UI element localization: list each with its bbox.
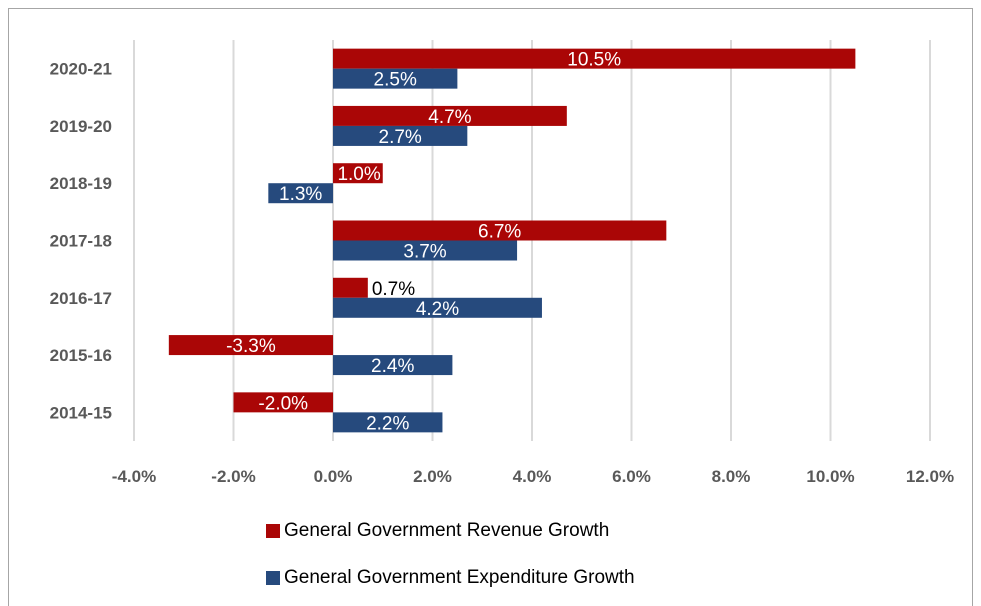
data-label: 4.2% — [416, 299, 459, 320]
data-label: 2.4% — [371, 356, 414, 377]
legend-item-expenditure: General Government Expenditure Growth — [266, 567, 635, 589]
data-label: 2.5% — [374, 70, 417, 91]
bar-revenue — [333, 163, 383, 184]
x-tick-label: 12.0% — [906, 467, 954, 486]
data-label: -3.3% — [226, 336, 276, 357]
legend-swatch-revenue — [266, 524, 280, 538]
data-label: 1.0% — [337, 164, 380, 185]
category-label: 2020-21 — [50, 60, 112, 79]
bar-revenue — [333, 277, 368, 298]
x-tick-label: 8.0% — [712, 467, 751, 486]
bar-expenditure — [333, 68, 458, 89]
category-label: 2018-19 — [50, 174, 112, 193]
category-label: 2014-15 — [50, 403, 112, 422]
bar-revenue — [168, 335, 333, 356]
data-label: 1.3% — [279, 184, 322, 205]
x-tick-label: -4.0% — [112, 467, 156, 486]
bar-expenditure — [333, 355, 453, 376]
data-label: -2.0% — [258, 393, 308, 414]
data-label: 6.7% — [478, 222, 521, 243]
data-label: 4.7% — [428, 107, 471, 128]
data-label: 3.7% — [403, 242, 446, 263]
legend-item-revenue: General Government Revenue Growth — [266, 520, 609, 542]
bar-expenditure — [333, 240, 518, 261]
data-label: 2.2% — [366, 413, 409, 434]
legend-label-revenue: General Government Revenue Growth — [284, 520, 610, 541]
category-label: 2017-18 — [50, 232, 112, 251]
bar-expenditure — [333, 297, 542, 318]
bar-revenue — [333, 220, 667, 241]
legend-label-expenditure: General Government Expenditure Growth — [284, 567, 635, 588]
category-label: 2015-16 — [50, 346, 112, 365]
legend-swatch-expenditure — [266, 571, 280, 585]
data-label: 0.7% — [372, 279, 415, 300]
category-label: 2019-20 — [50, 117, 112, 136]
x-tick-label: 2.0% — [413, 467, 452, 486]
data-label: 10.5% — [567, 50, 621, 71]
x-tick-label: 4.0% — [513, 467, 552, 486]
bar-expenditure — [333, 125, 468, 146]
x-tick-label: 6.0% — [612, 467, 651, 486]
data-label: 2.7% — [379, 127, 422, 148]
bar-revenue — [333, 48, 856, 69]
bar-expenditure — [268, 183, 333, 204]
x-tick-label: -2.0% — [211, 467, 255, 486]
bar-revenue — [333, 105, 567, 126]
x-tick-label: 0.0% — [314, 467, 353, 486]
category-label: 2016-17 — [50, 289, 112, 308]
x-tick-label: 10.0% — [806, 467, 854, 486]
bar-revenue — [233, 392, 333, 413]
bar-expenditure — [333, 412, 443, 433]
